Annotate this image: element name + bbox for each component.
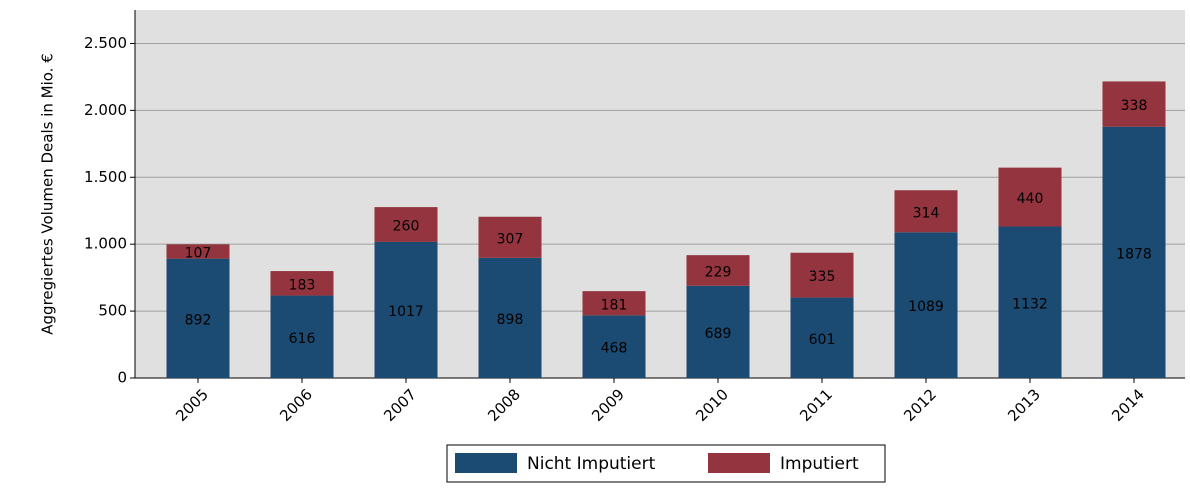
x-tick-label: 2006: [276, 385, 316, 425]
value-label: 307: [497, 231, 524, 247]
x-tick-label: 2014: [1108, 385, 1148, 425]
x-tick-label: 2005: [172, 385, 212, 425]
bar-segment: [1102, 126, 1166, 378]
legend-swatch: [455, 453, 517, 473]
x-tick-label: 2007: [380, 385, 420, 425]
bar-segment: [790, 252, 854, 298]
legend-label: Nicht Imputiert: [527, 454, 656, 474]
bar-segment: [686, 285, 750, 378]
value-label: 338: [1121, 98, 1148, 114]
x-tick-label: 2008: [484, 385, 524, 425]
legend-swatch: [708, 453, 770, 473]
bar-segment: [998, 167, 1062, 227]
value-label: 260: [393, 219, 420, 235]
value-label: 440: [1017, 191, 1044, 207]
y-tick-label: 2.000: [84, 101, 127, 119]
value-label: 892: [185, 312, 212, 328]
value-label: 1878: [1116, 246, 1152, 262]
bar-segment: [1102, 81, 1166, 127]
value-label: 181: [601, 297, 628, 313]
bar-segment: [686, 255, 750, 286]
value-label: 107: [185, 245, 212, 261]
bar-segment: [374, 241, 438, 378]
bar-segment: [894, 232, 958, 378]
y-tick-label: 0: [117, 369, 127, 387]
value-label: 689: [705, 326, 732, 342]
value-label: 616: [289, 331, 316, 347]
bar-segment: [166, 258, 230, 378]
bar-segment: [998, 226, 1062, 378]
y-tick-label: 1.000: [84, 235, 127, 253]
bar-segment: [478, 216, 542, 258]
x-tick-label: 2010: [692, 385, 732, 425]
x-tick-label: 2009: [588, 385, 628, 425]
value-label: 183: [289, 277, 316, 293]
bar-segment: [582, 315, 646, 378]
value-label: 601: [809, 332, 836, 348]
bar-segment: [374, 207, 438, 242]
value-label: 1017: [388, 304, 424, 320]
x-tick-label: 2013: [1004, 385, 1044, 425]
x-tick-label: 2011: [796, 385, 836, 425]
value-label: 468: [601, 341, 628, 357]
bar-segment: [894, 190, 958, 233]
value-label: 335: [809, 269, 836, 285]
bar-segment: [582, 291, 646, 316]
bar-segment: [478, 257, 542, 378]
bar-segment: [270, 295, 334, 378]
bar-segment: [790, 297, 854, 378]
legend: [446, 444, 886, 483]
x-tick-label: 2012: [900, 385, 940, 425]
bar-segment: [166, 244, 230, 259]
value-label: 1089: [908, 299, 944, 315]
y-tick-label: 1.500: [84, 168, 127, 186]
legend-label: Imputiert: [780, 454, 859, 474]
value-label: 1132: [1012, 296, 1048, 312]
value-label: 898: [497, 312, 524, 328]
bar-segment: [270, 271, 334, 296]
value-label: 229: [705, 264, 732, 280]
value-label: 314: [913, 205, 940, 221]
y-tick-label: 2.500: [84, 34, 127, 52]
y-tick-label: 500: [98, 302, 127, 320]
y-axis-title: Aggregiertes Volumen Deals in Mio. €: [39, 53, 57, 334]
